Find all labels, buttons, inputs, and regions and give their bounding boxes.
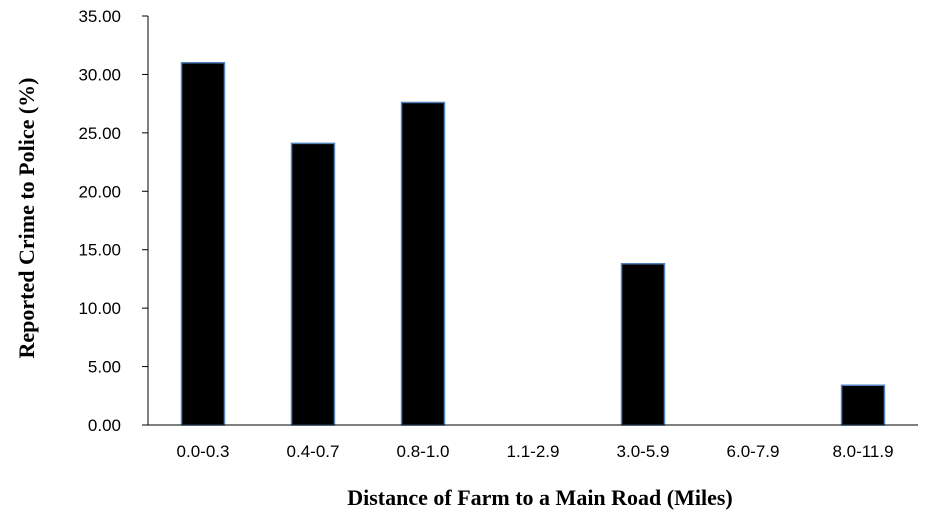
bar-3.0-5.9 bbox=[620, 262, 666, 426]
y-tick-label: 35.00 bbox=[78, 7, 121, 26]
y-tick-label: 30.00 bbox=[78, 65, 121, 84]
x-tick-label: 0.8-1.0 bbox=[397, 442, 450, 461]
x-axis-ticks: 0.0-0.3 0.4-0.7 0.8-1.0 1.1-2.9 3.0-5.9 6.0-7… bbox=[177, 442, 894, 461]
x-tick-label: 1.1-2.9 bbox=[507, 442, 560, 461]
bar-0.8-1.0 bbox=[400, 101, 446, 426]
x-tick-label: 0.0-0.3 bbox=[177, 442, 230, 461]
y-tick-label: 25.00 bbox=[78, 124, 121, 143]
bar-0.0-0.3 bbox=[180, 61, 226, 426]
y-tick-label: 15.00 bbox=[78, 241, 121, 260]
x-tick-label: 8.0-11.9 bbox=[832, 442, 893, 461]
bar-0.4-0.7 bbox=[290, 142, 336, 426]
y-axis-ticks: 0.00 5.00 10.00 15.00 20.00 25.00 30.00 35.00 bbox=[78, 7, 148, 435]
x-tick-label: 6.0-7.9 bbox=[727, 442, 780, 461]
x-tick-label: 0.4-0.7 bbox=[287, 442, 340, 461]
x-axis-title: Distance of Farm to a Main Road (Miles) bbox=[347, 485, 733, 510]
y-tick-label: 0.00 bbox=[88, 416, 121, 435]
y-tick-label: 20.00 bbox=[78, 182, 121, 201]
y-tick-label: 5.00 bbox=[88, 358, 121, 377]
bar-8.0-11.9 bbox=[840, 384, 886, 426]
bars bbox=[180, 61, 886, 426]
y-tick-label: 10.00 bbox=[78, 299, 121, 318]
y-axis-title: Reported Crime to Police (%) bbox=[14, 77, 39, 358]
x-tick-label: 3.0-5.9 bbox=[617, 442, 670, 461]
